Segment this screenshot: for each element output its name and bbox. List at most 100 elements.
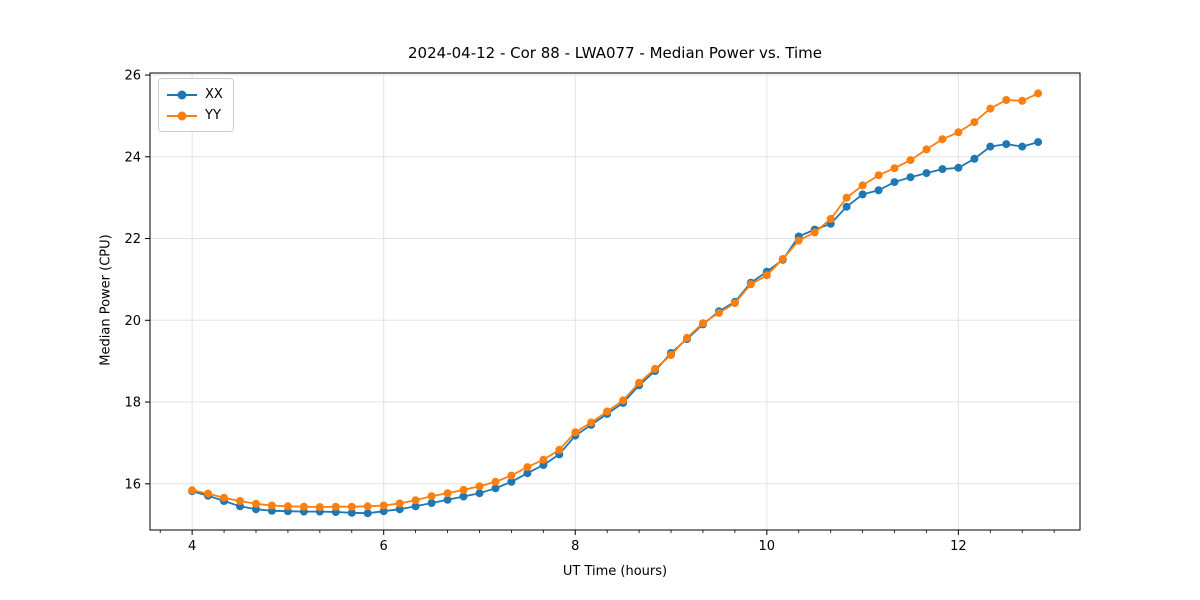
data-point-yy [954,128,963,137]
data-point-yy [874,171,883,180]
data-point-yy [1018,96,1027,105]
data-point-xx [507,477,516,486]
data-point-yy [571,428,580,437]
data-point-yy [475,482,484,491]
data-point-xx [1018,142,1027,151]
yy-line-marker-icon [167,111,197,120]
data-point-xx [491,484,500,493]
plot-border [149,72,1081,531]
data-point-xx [938,165,947,174]
data-point-yy [459,485,468,494]
y-tick-label: 22 [124,232,141,247]
x-tick-label: 10 [759,539,776,554]
data-point-xx [970,154,979,163]
data-point-yy [395,499,404,508]
data-point-xx [459,492,468,501]
data-point-yy [411,496,420,505]
data-point-xx [427,499,436,507]
data-point-xx [954,163,963,172]
x-tick-label: 12 [950,539,967,554]
data-point-yy [970,118,979,127]
data-point-yy [730,299,739,308]
y-axis-label: Median Power (CPU) [98,234,114,366]
legend-label-xx: XX [205,87,223,102]
data-point-yy [443,489,452,498]
data-point-yy [906,156,915,165]
data-point-yy [842,193,851,202]
data-point-yy [1002,96,1011,104]
data-point-yy [762,271,771,280]
data-point-xx [874,186,883,195]
legend-label-yy: YY [205,108,221,123]
data-point-xx [1034,138,1043,147]
data-point-yy [826,214,835,223]
data-point-yy [651,364,659,373]
data-point-yy [188,486,197,495]
data-point-yy [347,502,356,511]
data-point-xx [411,502,420,511]
data-point-xx [347,508,356,517]
data-point-yy [299,502,308,511]
chart-title: 2024-04-12 - Cor 88 - LWA077 - Median Po… [408,44,822,62]
data-point-yy [236,497,244,505]
y-tick-label: 24 [124,150,141,165]
legend-item-yy: YY [167,105,223,126]
data-point-yy [698,319,707,328]
data-point-yy [267,501,276,510]
data-point-xx [906,173,915,182]
data-point-xx [858,190,867,199]
data-point-xx [922,169,931,178]
data-point-yy [315,503,324,512]
data-point-xx [842,202,851,211]
y-tick-label: 26 [124,69,141,84]
data-point-yy [683,333,691,342]
data-point-xx [363,509,372,518]
data-point-yy [667,351,675,359]
data-point-yy [938,135,947,144]
data-point-yy [890,164,899,173]
data-point-yy [539,455,548,464]
data-point-yy [714,308,723,317]
legend: XX YY [158,78,234,132]
data-point-yy [1034,89,1043,98]
data-point-yy [331,502,340,511]
data-point-yy [986,104,995,113]
data-point-yy [778,255,787,263]
data-point-yy [283,502,292,511]
x-tick-label: 6 [380,539,388,554]
x-tick-label: 8 [571,539,579,554]
data-point-yy [619,396,628,405]
data-point-xx [395,505,404,514]
data-point-xx [475,489,484,498]
xx-line-marker-icon [167,90,197,99]
data-point-yy [746,280,755,289]
data-point-yy [635,378,644,387]
data-point-xx [1002,140,1011,149]
data-point-yy [810,228,819,237]
data-point-yy [507,471,516,480]
x-axis-label: UT Time (hours) [562,564,668,579]
data-point-xx [986,142,995,151]
x-tick-label: 4 [188,539,196,554]
data-point-yy [491,477,500,486]
data-point-yy [523,463,532,472]
data-point-yy [794,236,803,245]
data-point-yy [922,145,931,154]
data-point-yy [252,499,260,508]
data-point-xx [523,469,532,478]
data-point-xx [379,507,388,516]
legend-item-xx: XX [167,84,223,105]
data-point-yy [587,418,596,427]
data-point-yy [555,445,564,454]
series-line-yy [191,92,1039,509]
data-point-xx [443,495,452,504]
series-line-xx [191,141,1039,515]
data-point-yy [427,492,436,501]
data-point-yy [603,407,612,416]
y-tick-label: 16 [124,477,141,492]
data-point-yy [220,493,228,502]
y-tick-label: 18 [124,396,141,411]
data-point-xx [890,178,899,187]
